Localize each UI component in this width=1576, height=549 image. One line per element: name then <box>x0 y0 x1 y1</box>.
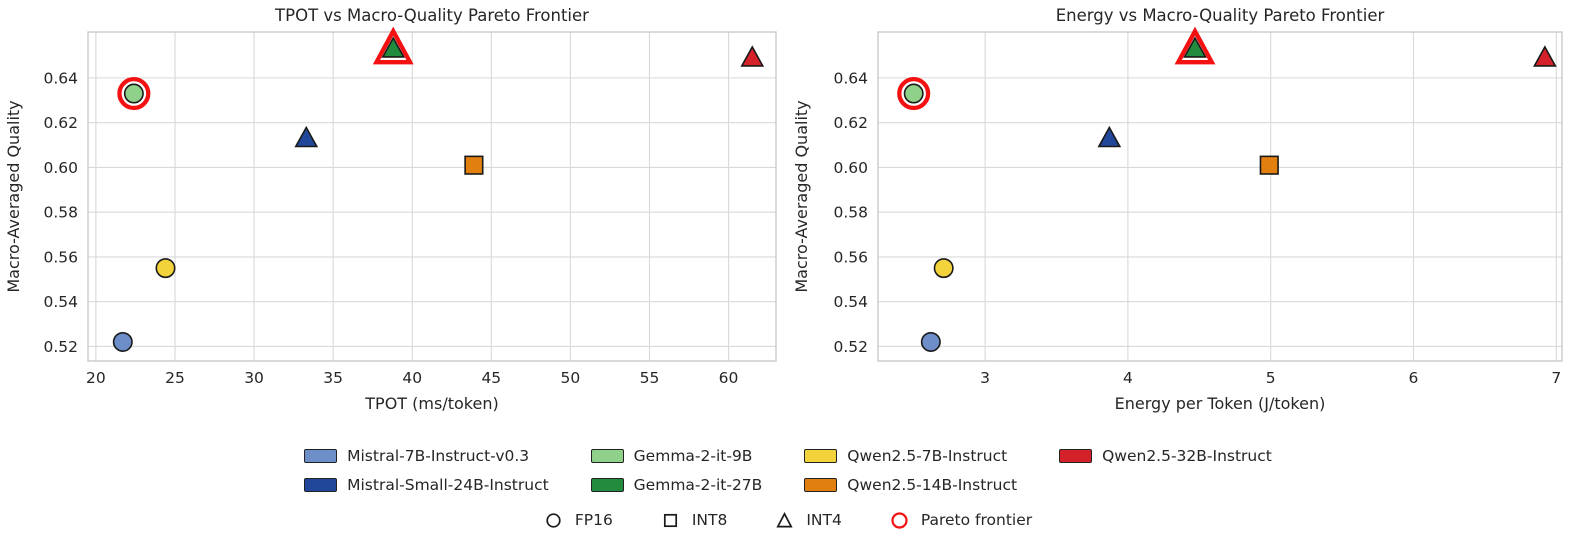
x-tick-label: 25 <box>165 369 185 387</box>
legend-model-label: Mistral-Small-24B-Instruct <box>347 475 549 494</box>
y-tick-label: 0.54 <box>43 293 78 311</box>
x-tick-label: 55 <box>640 369 660 387</box>
scatter-point <box>920 331 941 352</box>
legend-model-label: Mistral-7B-Instruct-v0.3 <box>347 446 530 465</box>
chart-energy-vs-quality: Energy vs Macro-Quality Pareto Frontier 3… <box>792 6 1563 413</box>
circle-marker-icon <box>891 511 908 529</box>
x-tick-label: 45 <box>481 369 501 387</box>
legend-item-model: Qwen2.5-32B-Instruct <box>1059 441 1272 470</box>
pareto-ring <box>117 76 151 111</box>
legend-quant-label: INT8 <box>691 511 728 529</box>
y-tick-label: 0.64 <box>43 69 78 87</box>
legend-color-patch <box>304 477 338 492</box>
scatter-point <box>155 258 176 279</box>
y-tick-label: 0.64 <box>833 69 868 87</box>
x-tick-label: 50 <box>561 369 581 387</box>
triangle-marker-icon <box>776 511 793 527</box>
legend-color-patch <box>304 448 338 463</box>
scatter-point <box>112 331 133 352</box>
scatter-point <box>294 125 319 148</box>
plot-area <box>88 32 776 361</box>
y-tick-label: 0.60 <box>833 159 868 177</box>
legend-item-quant: FP16 <box>544 511 613 530</box>
scatter-point <box>933 258 954 279</box>
chart-tpot-vs-quality: TPOT vs Macro-Quality Pareto Frontier 20 2… <box>4 6 777 413</box>
pareto-ring <box>897 76 931 111</box>
x-tick-label: 60 <box>719 369 739 387</box>
y-tick-label: 0.62 <box>833 114 868 132</box>
legend-color-patch <box>1059 448 1093 463</box>
quantization-shape-legend: FP16 INT8 INT4 Pareto frontier <box>0 504 1576 536</box>
y-tick-label: 0.54 <box>833 293 868 311</box>
legend-color-patch <box>590 448 624 463</box>
legend-quant-label: INT4 <box>806 511 842 529</box>
x-tick-label: 35 <box>323 369 343 387</box>
y-tick-label: 0.56 <box>833 248 868 266</box>
y-axis-label: Macro-Averaged Quality <box>792 100 811 292</box>
legend-model-label: Qwen2.5-14B-Instruct <box>847 475 1018 494</box>
legend-item-model: Mistral-7B-Instruct-v0.3 <box>304 441 549 470</box>
pareto-ring <box>1174 26 1216 65</box>
legend-item-model: Qwen2.5-14B-Instruct <box>804 470 1017 499</box>
circle-marker-icon <box>546 512 561 528</box>
legend-quant-label: Pareto frontier <box>920 511 1033 529</box>
x-tick-label: 5 <box>1266 369 1276 387</box>
legend-model-label: Gemma-2-it-27B <box>633 475 763 494</box>
square-glyph <box>663 513 677 527</box>
x-tick-label: 40 <box>402 369 422 387</box>
legend-color-patch <box>804 477 838 492</box>
legend-model-label: Qwen2.5-32B-Instruct <box>1102 446 1272 465</box>
y-tick-label: 0.58 <box>43 204 78 222</box>
square-marker-icon <box>663 513 677 527</box>
x-tick-label: 4 <box>1123 369 1133 387</box>
y-axis-label: Macro-Averaged Quality <box>4 100 23 292</box>
circle-glyph <box>891 511 908 529</box>
x-axis-label: Energy per Token (J/token) <box>1115 394 1326 413</box>
legend-color-patch <box>804 448 838 463</box>
plot-border <box>87 31 777 362</box>
legend-item-quant: INT8 <box>661 511 728 530</box>
legend-model-label: Qwen2.5-7B-Instruct <box>847 446 1008 465</box>
circle-glyph <box>546 512 561 528</box>
x-tick-label: 30 <box>244 369 264 387</box>
y-tick-label: 0.60 <box>43 159 78 177</box>
scatter-point <box>903 83 924 104</box>
x-tick-label: 3 <box>980 369 990 387</box>
plot-area <box>878 32 1562 361</box>
legend-item-model: Gemma-2-it-27B <box>590 470 763 499</box>
legend-item-model: Mistral-Small-24B-Instruct <box>304 470 549 499</box>
pareto-ring <box>372 26 414 65</box>
y-tick-label: 0.62 <box>43 114 78 132</box>
x-tick-label: 6 <box>1409 369 1419 387</box>
legend-quant-label: FP16 <box>574 511 613 529</box>
scatter-point <box>740 45 765 67</box>
chart-title: Energy vs Macro-Quality Pareto Frontier <box>1056 6 1385 25</box>
legend-item-quant: Pareto frontier <box>890 511 1032 530</box>
x-tick-label: 7 <box>1551 369 1561 387</box>
scatter-point <box>1097 125 1122 148</box>
y-tick-label: 0.52 <box>833 338 868 356</box>
scatter-point <box>1533 45 1557 67</box>
scatter-point <box>1259 155 1279 175</box>
y-tick-label: 0.52 <box>43 338 78 356</box>
plot-border <box>877 31 1563 362</box>
scatter-point <box>381 36 406 58</box>
y-tick-label: 0.56 <box>43 248 78 266</box>
x-tick-label: 20 <box>86 369 106 387</box>
legend-item-model: Gemma-2-it-9B <box>590 441 763 470</box>
chart-title: TPOT vs Macro-Quality Pareto Frontier <box>274 6 589 25</box>
legend-item-quant: INT4 <box>775 511 842 530</box>
model-color-legend: Mistral-7B-Instruct-v0.3 Mistral-Small-24… <box>0 441 1576 499</box>
scatter-point <box>464 155 484 175</box>
legend-item-model: Qwen2.5-7B-Instruct <box>804 441 1017 470</box>
scatter-point <box>1183 36 1207 58</box>
y-tick-label: 0.58 <box>833 204 868 222</box>
scatter-point <box>123 83 144 104</box>
legend-model-label: Gemma-2-it-9B <box>633 446 753 465</box>
legend-color-patch <box>590 477 624 492</box>
triangle-glyph <box>776 511 793 527</box>
x-axis-label: TPOT (ms/token) <box>364 394 498 413</box>
